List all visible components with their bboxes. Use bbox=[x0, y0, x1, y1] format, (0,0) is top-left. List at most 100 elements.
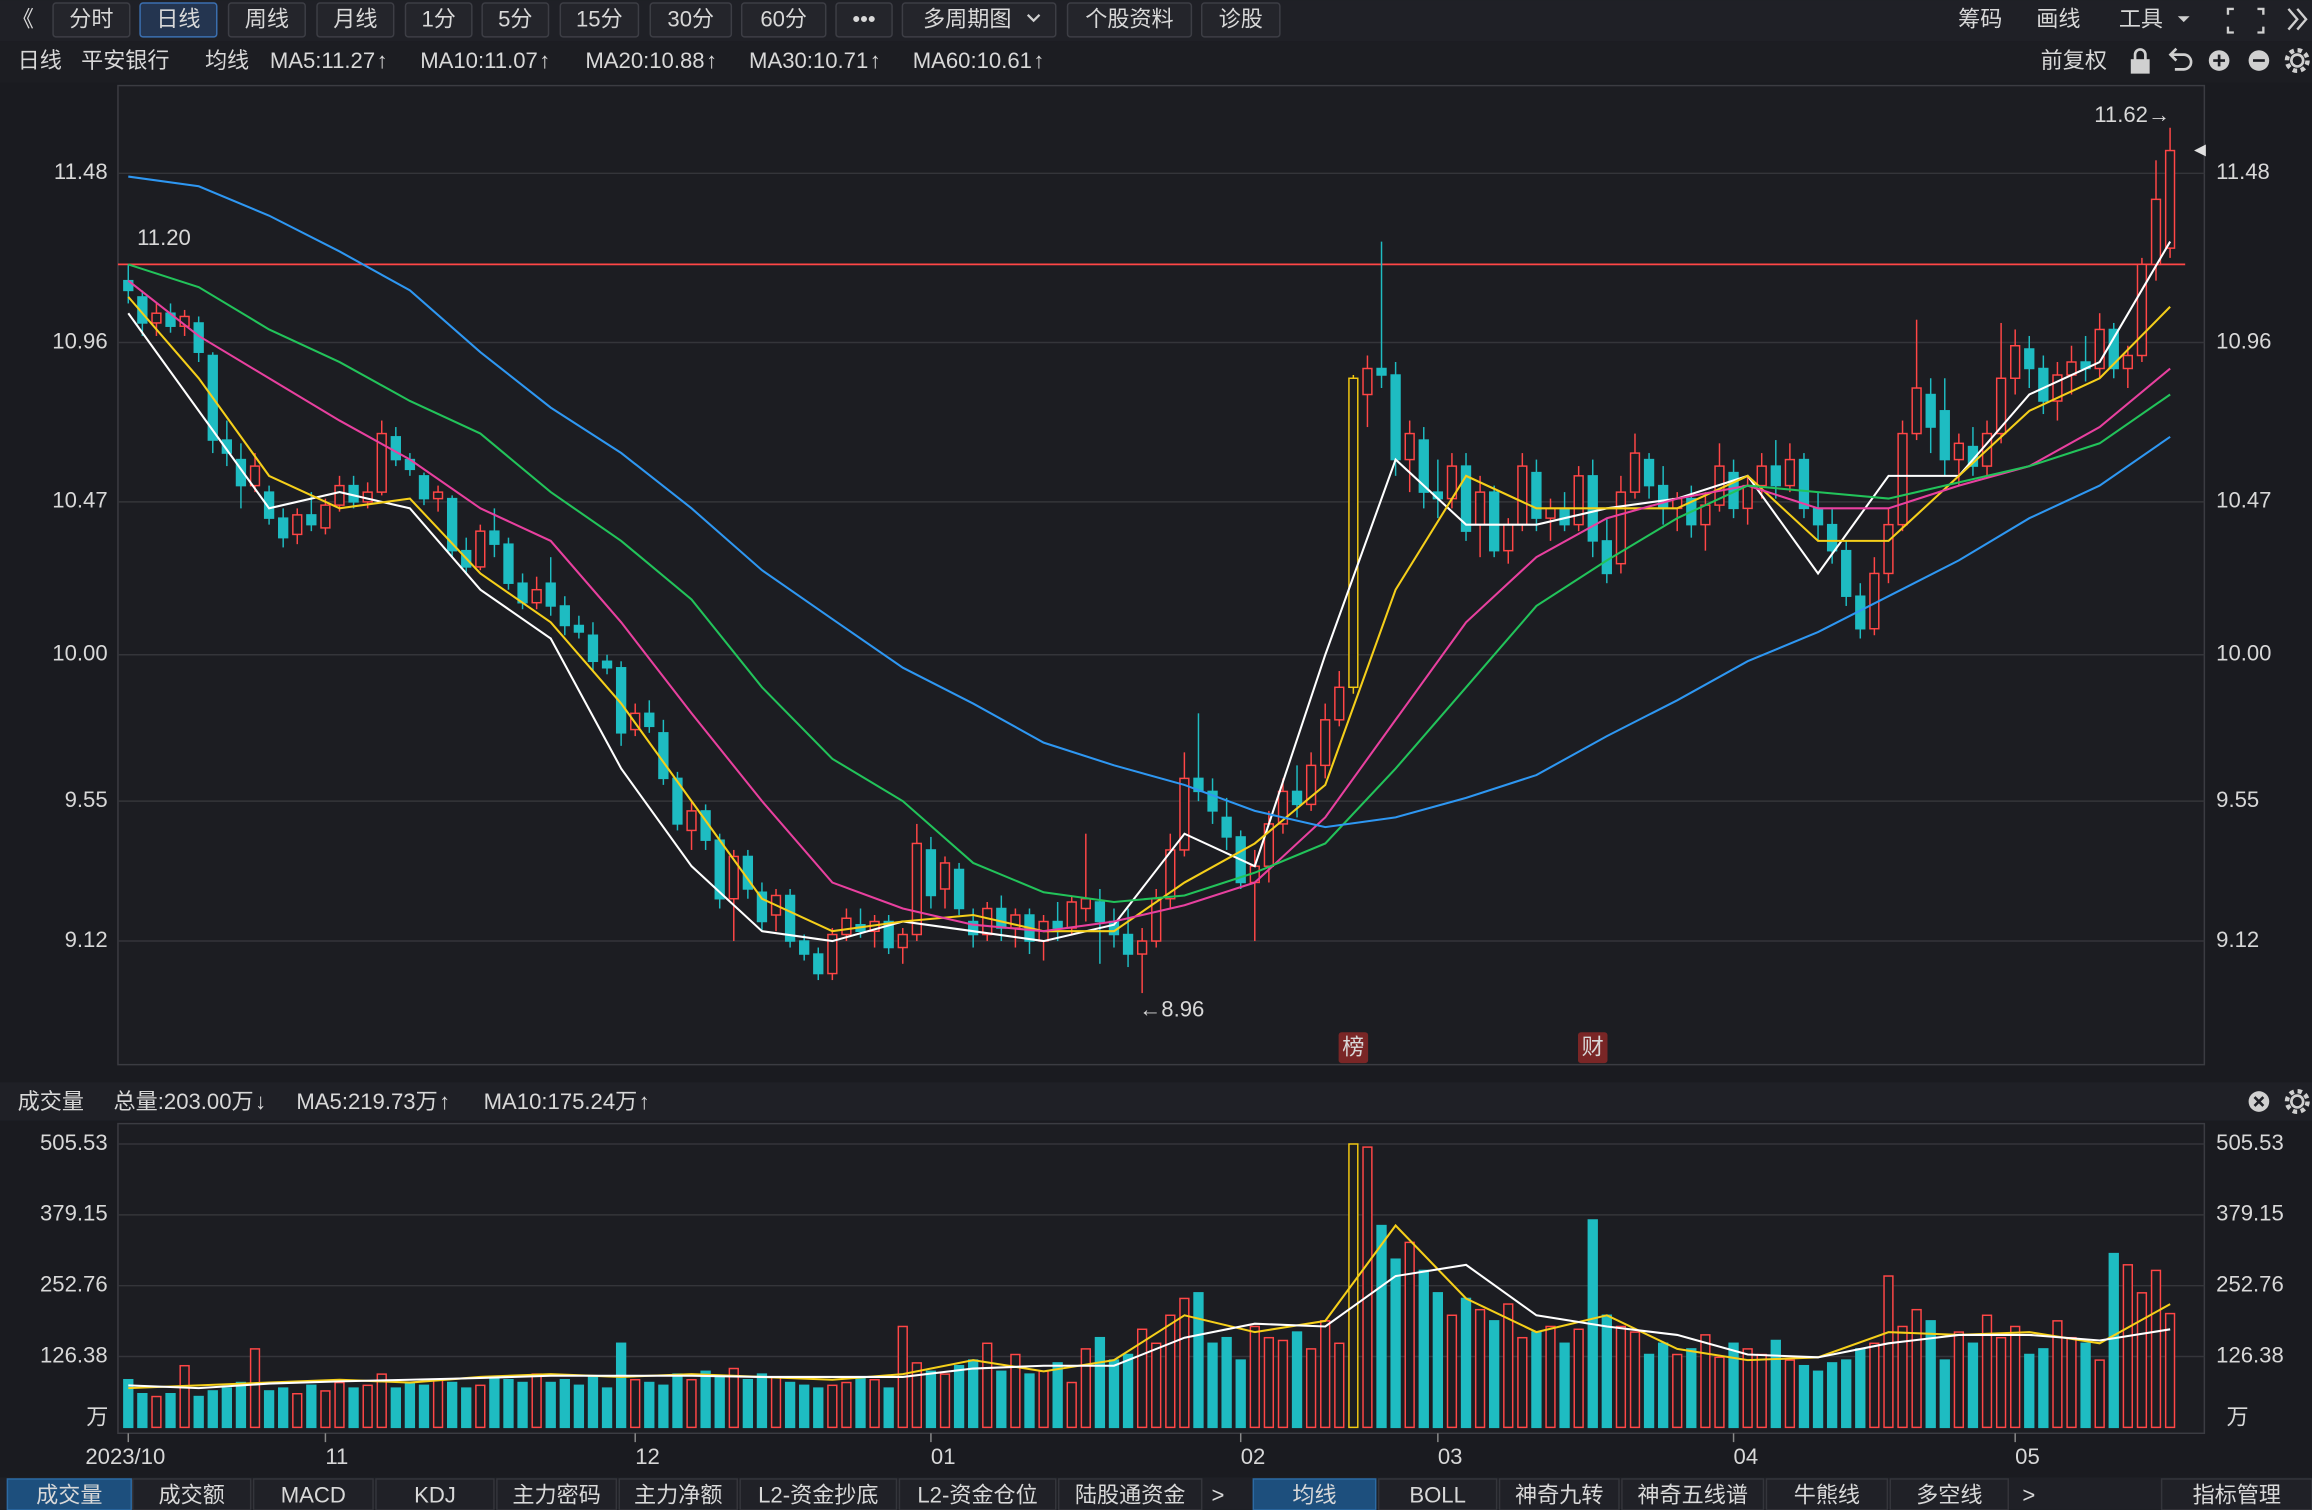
indicator-tab-label[interactable]: KDJ bbox=[414, 1483, 456, 1508]
candle-body bbox=[1953, 442, 1965, 461]
x-tick-label: 2023/10 bbox=[85, 1444, 165, 1469]
volume-icons[interactable] bbox=[2248, 1088, 2310, 1115]
overlay-tab[interactable] bbox=[1252, 1478, 1377, 1510]
indicator-tab-label[interactable]: L2-资金仓位 bbox=[917, 1483, 1037, 1508]
candle-body bbox=[320, 504, 331, 529]
toolbar-button-label[interactable]: 诊股 bbox=[1219, 7, 1263, 32]
toolbar-button[interactable] bbox=[1200, 2, 1281, 38]
y-tick-label-right: 126.38 bbox=[2216, 1342, 2284, 1367]
volume-bar bbox=[827, 1384, 838, 1429]
toolbar-button[interactable] bbox=[404, 2, 473, 38]
toolbar-button-label[interactable]: 5分 bbox=[498, 7, 532, 32]
undo-icon[interactable] bbox=[2168, 47, 2193, 71]
candle-body bbox=[1489, 491, 1500, 552]
indicator-tab-label[interactable]: L2-资金抄底 bbox=[758, 1483, 878, 1508]
legend-arrow: ↑ bbox=[377, 48, 388, 73]
indicator-tab-label[interactable]: 陆股通资金 bbox=[1075, 1483, 1186, 1508]
volume-bar bbox=[320, 1390, 331, 1429]
toolbar-button-label[interactable]: 个股资料 bbox=[1085, 7, 1173, 32]
toolbar-button-label[interactable]: ••• bbox=[852, 7, 875, 32]
toolbar-button-label[interactable]: 月线 bbox=[333, 7, 377, 32]
y-tick-label: 9.12 bbox=[65, 927, 108, 952]
indicator-tab[interactable] bbox=[131, 1478, 252, 1510]
back-button[interactable]: 《 bbox=[12, 7, 34, 32]
indicator-tab[interactable] bbox=[6, 1478, 132, 1510]
candle-body bbox=[2108, 328, 2119, 370]
fullscreen-icon[interactable] bbox=[2226, 7, 2265, 34]
indicator-tab[interactable] bbox=[1057, 1478, 1203, 1510]
legend-icons[interactable] bbox=[2130, 47, 2310, 74]
toolbar-right-button[interactable]: 画线 bbox=[2036, 7, 2080, 32]
candle-body bbox=[1165, 849, 1176, 900]
more-tabs[interactable]: > bbox=[2022, 1483, 2035, 1508]
candle-body bbox=[1066, 901, 1077, 929]
y-tick-label-right: 9.12 bbox=[2216, 927, 2259, 952]
volume-bar bbox=[756, 1373, 768, 1429]
toolbar-right-button[interactable]: 工具 bbox=[2119, 7, 2163, 32]
settings-icon[interactable] bbox=[2290, 53, 2305, 68]
volume-bar bbox=[376, 1373, 387, 1429]
volume-bar bbox=[1165, 1314, 1176, 1429]
y-tick-label: 9.55 bbox=[65, 787, 108, 812]
more-tabs[interactable]: > bbox=[1211, 1483, 1224, 1508]
toolbar-button[interactable] bbox=[740, 2, 827, 38]
overlay-tab[interactable] bbox=[1621, 1478, 1765, 1510]
volume-bar bbox=[1207, 1342, 1218, 1429]
indicator-tab[interactable] bbox=[375, 1478, 495, 1510]
volume-bar bbox=[1446, 1314, 1458, 1429]
indicator-tab[interactable] bbox=[898, 1478, 1057, 1510]
event-marker-label[interactable]: 财 bbox=[1582, 1034, 1604, 1059]
indicator-tab[interactable] bbox=[252, 1478, 374, 1510]
overlay-tab-label[interactable]: 神奇九转 bbox=[1515, 1483, 1603, 1508]
adjust-label[interactable]: 前复权 bbox=[2041, 48, 2107, 73]
toolbar-button[interactable] bbox=[316, 2, 395, 38]
overlay-tab-label[interactable]: 牛熊线 bbox=[1794, 1483, 1860, 1508]
settings-icon[interactable] bbox=[2290, 1094, 2305, 1109]
settings-teeth bbox=[2284, 47, 2310, 74]
candle-body bbox=[1700, 504, 1711, 526]
toolbar-button[interactable] bbox=[481, 2, 550, 38]
indicator-tab-label[interactable]: 主力净额 bbox=[634, 1483, 722, 1508]
toolbar-button-label[interactable]: 分时 bbox=[69, 7, 113, 32]
toolbar-button[interactable] bbox=[559, 2, 640, 38]
event-marker[interactable] bbox=[1338, 1032, 1369, 1064]
indicator-tab-label[interactable]: 主力密码 bbox=[512, 1483, 600, 1508]
toolbar-button[interactable] bbox=[52, 2, 131, 38]
toolbar-button[interactable] bbox=[649, 2, 733, 38]
toolbar-right-button[interactable]: 筹码 bbox=[1958, 7, 2002, 32]
indicator-tab-label[interactable]: 成交量 bbox=[36, 1483, 102, 1508]
indicator-tab[interactable] bbox=[618, 1478, 738, 1510]
toolbar-button-label[interactable]: 30分 bbox=[667, 7, 714, 32]
overlay-tab-label[interactable]: BOLL bbox=[1409, 1483, 1466, 1508]
overlay-tab-label[interactable]: 多空线 bbox=[1916, 1483, 1982, 1508]
toolbar-button[interactable] bbox=[835, 2, 893, 38]
volume-bar bbox=[390, 1387, 401, 1429]
candle-body bbox=[1320, 719, 1331, 767]
volume-bar bbox=[1756, 1353, 1767, 1429]
overlay-tab-label[interactable]: 均线 bbox=[1292, 1483, 1336, 1508]
toolbar-icons[interactable] bbox=[2177, 7, 2308, 34]
toolbar-button-label[interactable]: 1分 bbox=[421, 7, 455, 32]
event-marker[interactable] bbox=[1577, 1032, 1608, 1064]
indicator-tab-label[interactable]: MACD bbox=[281, 1483, 346, 1508]
toolbar-button-label[interactable]: 周线 bbox=[245, 7, 289, 32]
overlay-tab[interactable] bbox=[1377, 1478, 1498, 1510]
toolbar-button[interactable] bbox=[901, 2, 1057, 38]
manage-label[interactable]: 指标管理 bbox=[2193, 1483, 2281, 1508]
candle-body bbox=[559, 605, 570, 627]
toolbar-button[interactable] bbox=[227, 2, 306, 38]
lock-icon[interactable] bbox=[2130, 59, 2150, 74]
overlay-tab-label[interactable]: 神奇五线谱 bbox=[1637, 1483, 1748, 1508]
toolbar-button-label[interactable]: 日线 bbox=[156, 7, 200, 32]
toolbar-button[interactable] bbox=[1066, 2, 1193, 38]
candle-body bbox=[1798, 458, 1810, 510]
collapse-icon[interactable] bbox=[2287, 8, 2308, 31]
toolbar-button-label[interactable]: 15分 bbox=[576, 7, 623, 32]
toolbar-button-label[interactable]: 60分 bbox=[760, 7, 807, 32]
toolbar-button[interactable] bbox=[139, 2, 218, 38]
toolbar-button-label[interactable]: 多周期图 bbox=[923, 7, 1011, 32]
indicator-tab-label[interactable]: 成交额 bbox=[159, 1483, 225, 1508]
candle-body bbox=[939, 862, 951, 890]
volume-bar bbox=[855, 1376, 866, 1429]
event-marker-label[interactable]: 榜 bbox=[1342, 1034, 1364, 1059]
